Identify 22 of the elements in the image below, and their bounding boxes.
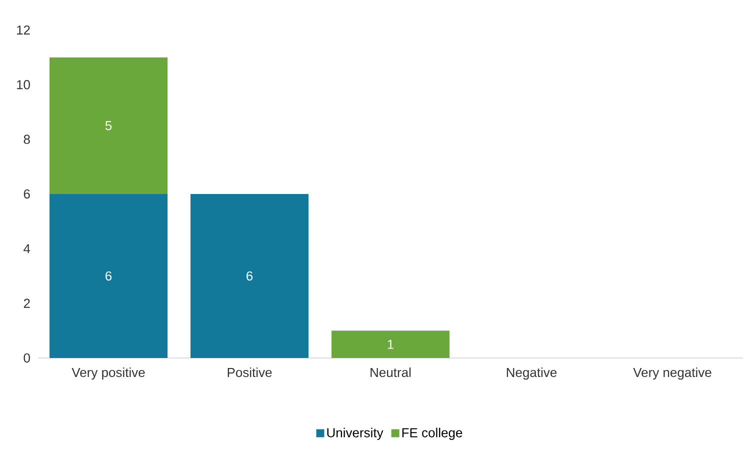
legend-label: FE college <box>402 428 462 440</box>
bar <box>50 57 168 194</box>
y-tick-label: 8 <box>24 134 30 144</box>
y-tick-label: 2 <box>24 298 30 308</box>
legend-label: University <box>327 428 384 440</box>
y-tick-label: 4 <box>24 244 30 254</box>
bar <box>332 330 450 358</box>
y-tick-label: 0 <box>24 353 30 363</box>
bar <box>190 194 308 358</box>
x-tick-label: Negative <box>506 368 557 380</box>
data-label: 1 <box>388 340 394 349</box>
x-tick-label: Positive <box>228 368 272 378</box>
data-label: 6 <box>106 271 112 281</box>
x-tick-label: Very negative <box>633 368 712 380</box>
y-tick-label: 12 <box>17 25 30 35</box>
data-label: 5 <box>105 121 112 130</box>
data-label: 6 <box>246 271 253 281</box>
bar <box>50 194 168 358</box>
y-tick-label: 10 <box>17 80 30 90</box>
x-tick-label: Neutral <box>370 368 411 378</box>
y-tick-label: 6 <box>24 189 30 199</box>
x-tick-label: Very positive <box>72 368 145 380</box>
